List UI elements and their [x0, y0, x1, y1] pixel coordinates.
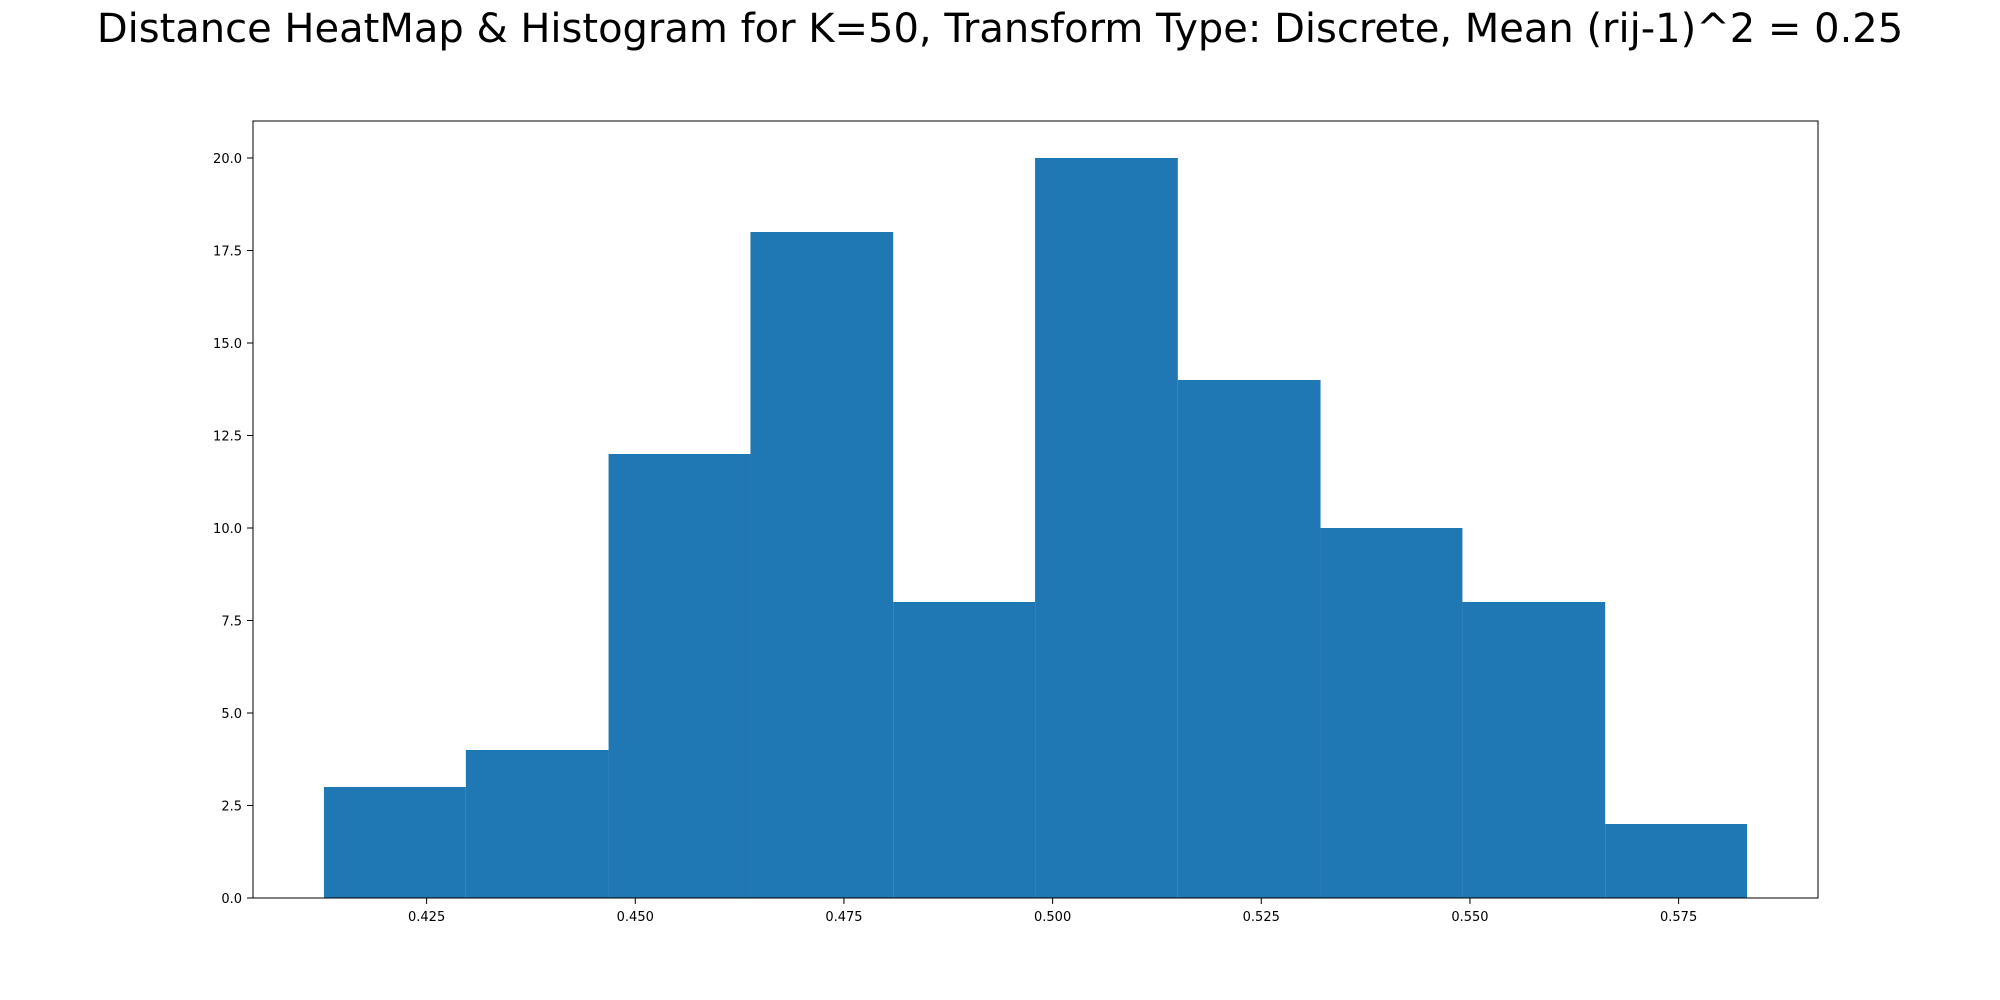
x-tick-label-2: 0.475	[825, 910, 862, 925]
x-tick-label-1: 0.450	[617, 910, 654, 925]
y-tick-label-7: 17.5	[213, 245, 242, 260]
histogram-bar-3	[750, 232, 894, 898]
histogram-bar-0	[323, 787, 466, 898]
y-axis-ticks: 0.0 2.5 5.0 7.5 10.0 12.5 15.0 17.5 20.0	[213, 152, 253, 907]
x-tick-label-3: 0.500	[1034, 910, 1071, 925]
histogram-bar-9	[1605, 824, 1748, 898]
plot-frame	[252, 120, 1819, 899]
histogram-bars	[323, 158, 1748, 898]
histogram-bar-6	[1177, 380, 1321, 898]
y-tick-label-4: 10.0	[213, 522, 242, 537]
y-tick-label-1: 2.5	[221, 800, 242, 815]
histogram-bar-2	[608, 454, 751, 898]
histogram-bar-4	[893, 602, 1036, 898]
histogram-bar-7	[1320, 528, 1463, 898]
y-tick-label-6: 15.0	[213, 337, 242, 352]
x-tick-label-0: 0.425	[408, 910, 445, 925]
x-tick-label-5: 0.550	[1451, 910, 1488, 925]
x-axis-ticks: 0.425 0.450 0.475 0.500 0.525 0.550 0.575	[408, 898, 1697, 925]
x-tick-label-4: 0.525	[1243, 910, 1280, 925]
chart-title: Distance HeatMap & Histogram for K=50, T…	[96, 6, 1904, 52]
x-tick-label-6: 0.575	[1660, 910, 1697, 925]
histogram-bar-5	[1035, 158, 1178, 898]
y-tick-label-2: 5.0	[221, 707, 242, 722]
histogram-bar-1	[465, 750, 609, 898]
histogram-bar-8	[1462, 602, 1606, 898]
y-tick-label-8: 20.0	[213, 152, 242, 167]
y-tick-label-5: 12.5	[213, 430, 242, 445]
y-tick-label-3: 7.5	[221, 615, 242, 630]
y-tick-label-0: 0.0	[221, 892, 242, 907]
